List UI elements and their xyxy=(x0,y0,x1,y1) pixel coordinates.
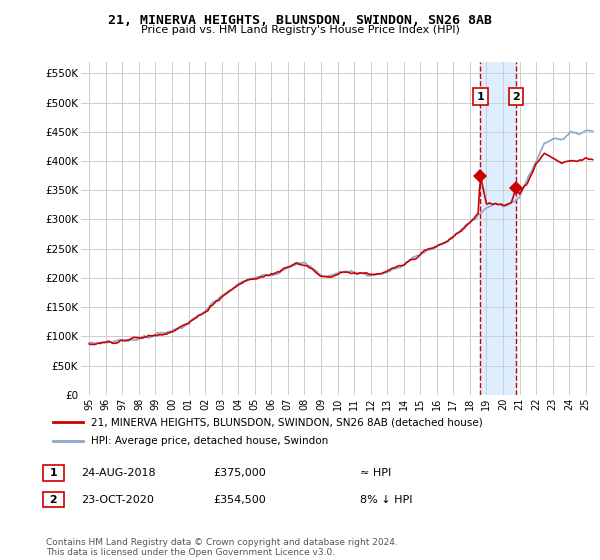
Text: 1: 1 xyxy=(46,468,62,478)
Bar xyxy=(481,62,516,395)
Text: 1: 1 xyxy=(476,92,484,102)
Text: 21, MINERVA HEIGHTS, BLUNSDON, SWINDON, SN26 8AB: 21, MINERVA HEIGHTS, BLUNSDON, SWINDON, … xyxy=(108,14,492,27)
Text: 2: 2 xyxy=(46,494,62,505)
Text: Contains HM Land Registry data © Crown copyright and database right 2024.
This d: Contains HM Land Registry data © Crown c… xyxy=(46,538,398,557)
Text: Price paid vs. HM Land Registry's House Price Index (HPI): Price paid vs. HM Land Registry's House … xyxy=(140,25,460,35)
Text: £354,500: £354,500 xyxy=(213,494,266,505)
Text: HPI: Average price, detached house, Swindon: HPI: Average price, detached house, Swin… xyxy=(91,436,329,446)
Text: 24-AUG-2018: 24-AUG-2018 xyxy=(81,468,155,478)
Text: 2: 2 xyxy=(512,92,520,102)
Text: 21, MINERVA HEIGHTS, BLUNSDON, SWINDON, SN26 8AB (detached house): 21, MINERVA HEIGHTS, BLUNSDON, SWINDON, … xyxy=(91,417,483,427)
Text: ≈ HPI: ≈ HPI xyxy=(360,468,391,478)
Text: 8% ↓ HPI: 8% ↓ HPI xyxy=(360,494,413,505)
Text: £375,000: £375,000 xyxy=(213,468,266,478)
Text: 23-OCT-2020: 23-OCT-2020 xyxy=(81,494,154,505)
